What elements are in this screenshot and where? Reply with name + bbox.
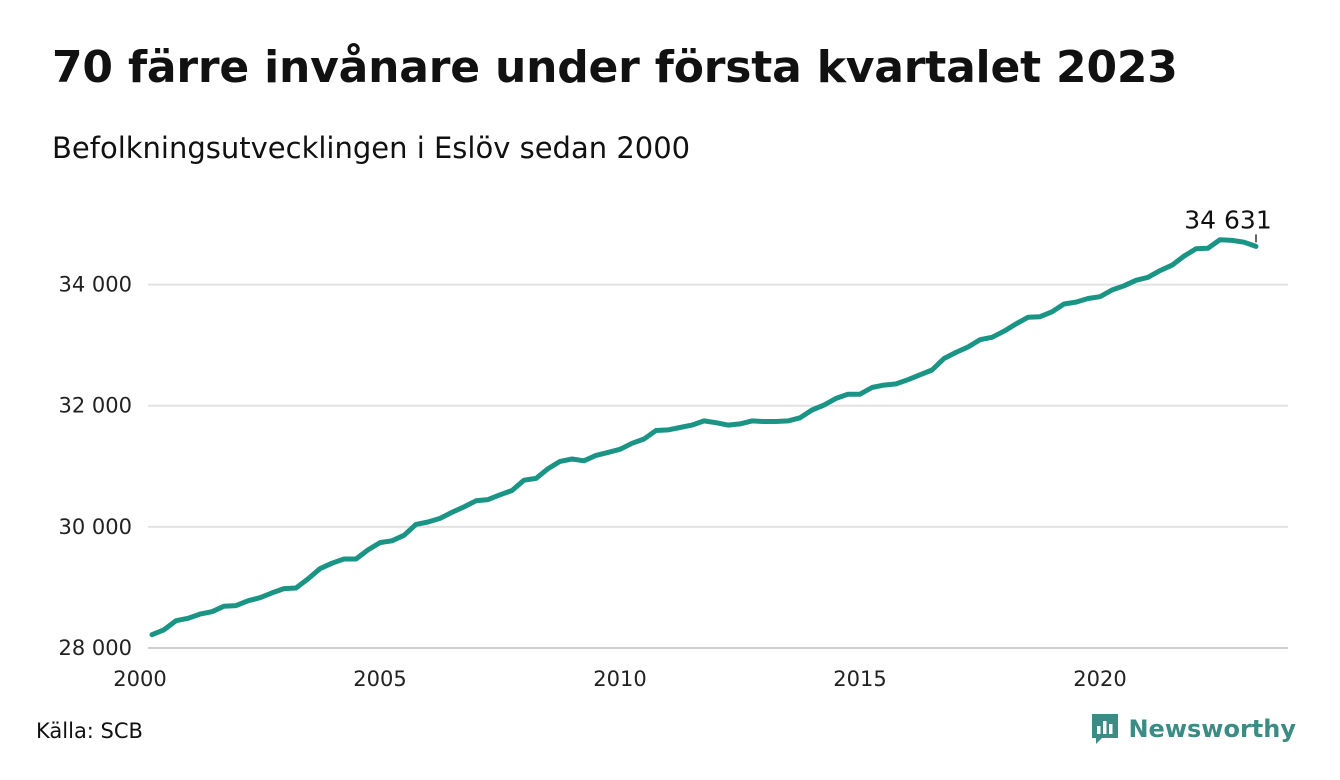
x-tick-label: 2005: [353, 667, 406, 691]
x-axis-tick-labels: 2000 2005 2010 2015 2020: [113, 667, 1126, 691]
x-tick-label: 2015: [833, 667, 886, 691]
y-axis-tick-labels: 28 000 30 000 32 000 34 000: [59, 273, 132, 660]
chart-subtitle: Befolkningsutvecklingen i Eslöv sedan 20…: [52, 131, 691, 165]
x-tick-label: 2020: [1073, 667, 1126, 691]
chart-title: 70 färre invånare under första kvartalet…: [52, 42, 1178, 93]
y-tick-label: 32 000: [59, 394, 132, 418]
brand-name: Newsworthy: [1128, 715, 1296, 743]
population-series-line: [149, 237, 1259, 638]
source-note: Källa: SCB: [36, 719, 143, 743]
end-value-label: 34 631: [1184, 205, 1271, 234]
newsworthy-logo-icon: [1092, 714, 1119, 744]
population-line-chart: 28 000 30 000 32 000 34 000 2000 2005 2010 201…: [59, 205, 1288, 691]
x-tick-label: 2000: [113, 667, 166, 691]
y-tick-label: 28 000: [59, 636, 132, 660]
gridlines: [148, 283, 1288, 528]
y-tick-label: 34 000: [59, 273, 132, 297]
y-tick-label: 30 000: [59, 515, 132, 539]
brand-logo: Newsworthy: [1090, 712, 1296, 746]
x-tick-label: 2010: [593, 667, 646, 691]
